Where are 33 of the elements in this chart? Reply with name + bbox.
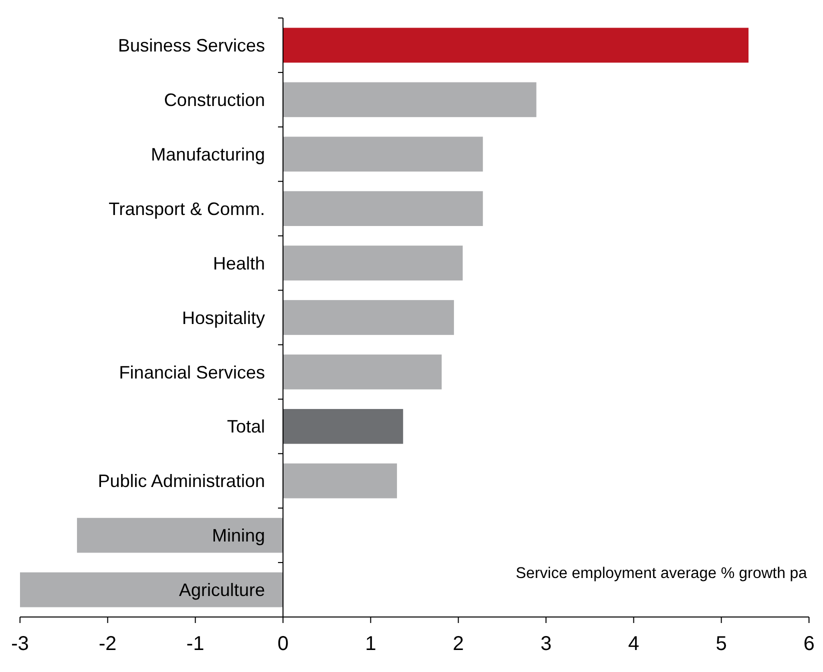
bar <box>283 191 483 226</box>
x-tick-label: -3 <box>11 633 29 655</box>
y-tick-label: Hospitality <box>182 308 265 328</box>
y-tick-label: Mining <box>212 526 265 546</box>
bar <box>283 28 749 63</box>
y-tick-label: Construction <box>164 90 265 110</box>
x-tick-label: -2 <box>98 633 117 655</box>
bar <box>283 300 454 335</box>
y-tick-label: Manufacturing <box>150 144 265 164</box>
bar <box>283 408 404 444</box>
x-tick-label: -1 <box>186 633 204 655</box>
y-tick-label: Agriculture <box>178 580 265 600</box>
bar <box>76 518 283 553</box>
y-tick-label: Transport & Comm. <box>108 198 265 219</box>
x-tick-label: 1 <box>365 633 376 655</box>
bar <box>283 246 463 280</box>
bar <box>283 136 483 172</box>
y-tick-label: Public Administration <box>98 471 265 492</box>
x-tick-label: 3 <box>540 633 552 655</box>
bar <box>283 463 397 498</box>
y-tick-label: Health <box>212 253 265 274</box>
y-tick-label: Financial Services <box>118 362 265 382</box>
bar <box>20 572 283 608</box>
y-tick-label: Total <box>226 416 265 437</box>
bar <box>283 354 442 390</box>
bar <box>283 82 536 118</box>
annotation: Service employment average % growth pa <box>516 565 808 582</box>
x-tick-label: 6 <box>803 633 815 655</box>
x-tick-label: 5 <box>716 633 727 655</box>
x-tick-label: 4 <box>628 633 640 655</box>
x-tick-label: 0 <box>277 633 289 655</box>
y-tick-label: Business Services <box>118 36 265 56</box>
x-tick-label: 2 <box>452 633 464 655</box>
